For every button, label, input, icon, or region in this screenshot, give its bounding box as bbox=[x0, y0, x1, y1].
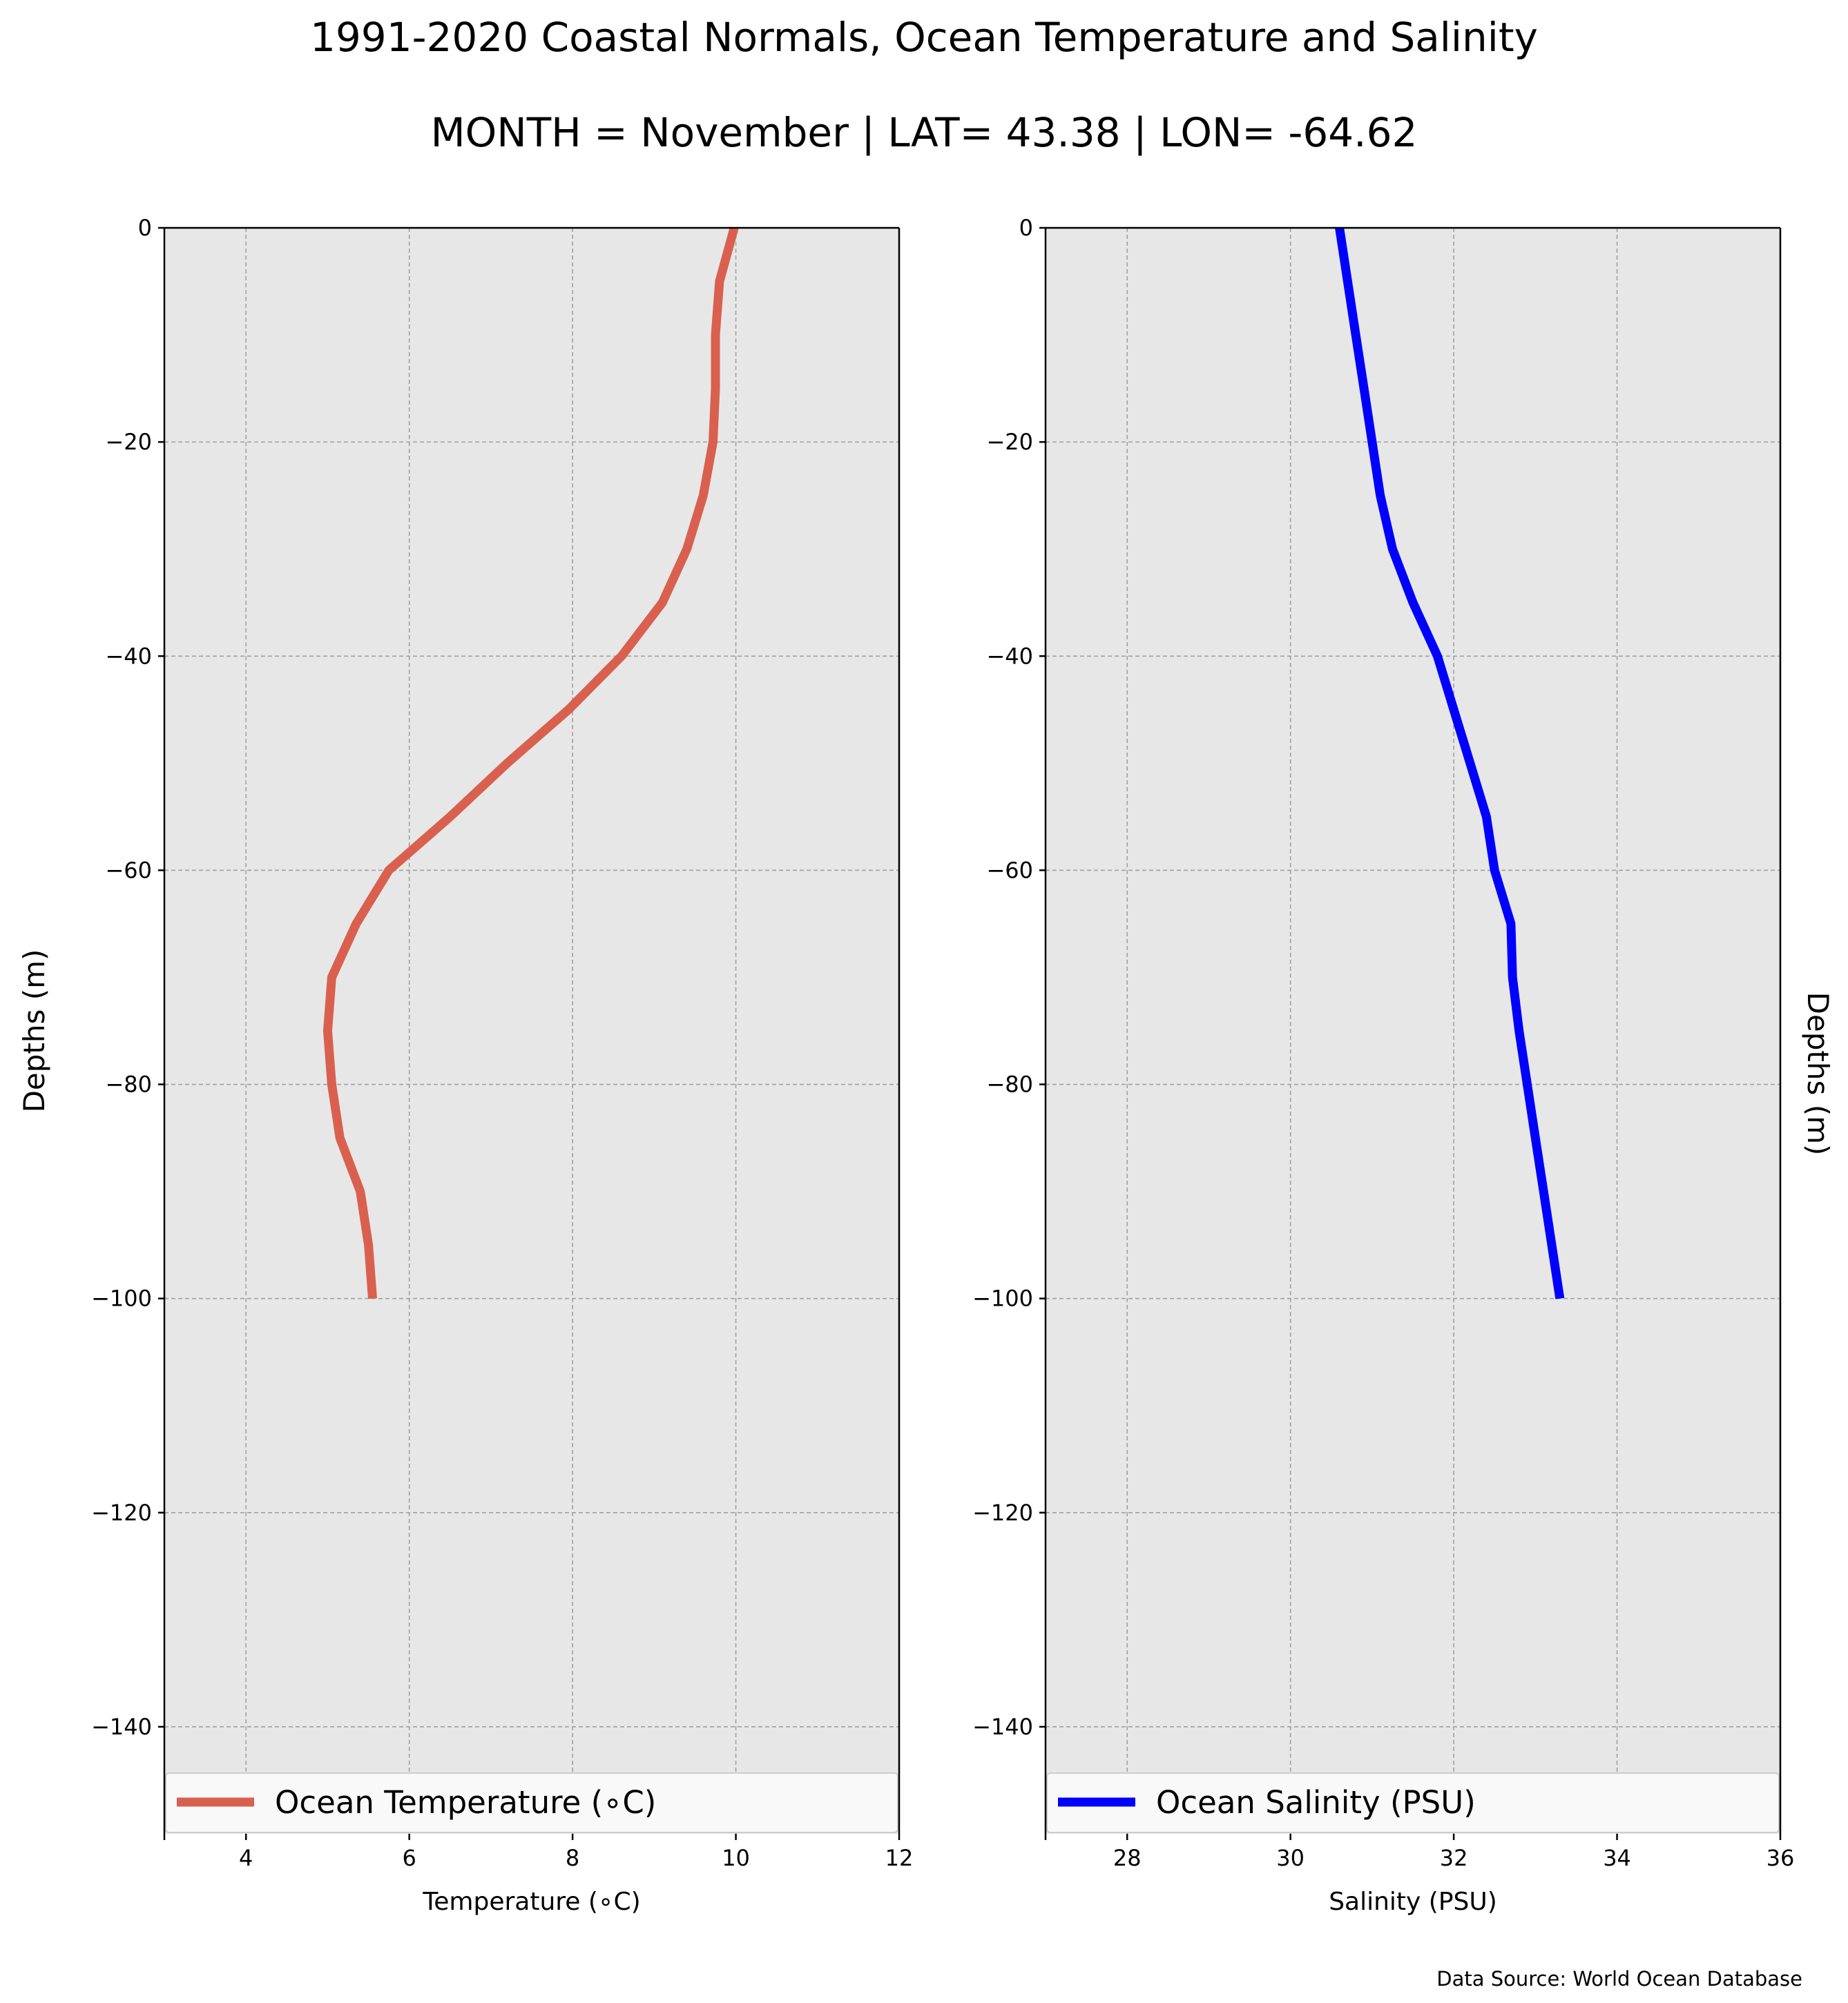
y-tick-label: −60 bbox=[986, 857, 1033, 883]
y-tick-label: −100 bbox=[91, 1286, 152, 1312]
y-tick-label: −20 bbox=[105, 429, 152, 455]
right-y-axis-label: Depths (m) bbox=[1801, 992, 1835, 1156]
x-tick-label: 8 bbox=[566, 1845, 579, 1871]
legend-box bbox=[165, 1772, 898, 1833]
y-tick-label: 0 bbox=[1019, 215, 1033, 241]
x-axis-label: Temperature (∘C) bbox=[422, 1888, 640, 1916]
figure-subtitle: MONTH = November | LAT= 43.38 | LON= -64… bbox=[431, 109, 1418, 156]
plot-background bbox=[164, 228, 899, 1834]
y-tick-label: 0 bbox=[138, 215, 152, 241]
x-tick-label: 10 bbox=[722, 1845, 750, 1871]
legend-label: Ocean Temperature (∘C) bbox=[275, 1784, 656, 1821]
salinity-panel: Ocean Salinity (PSU) 28 30 32 34 36 0 −20 −40 −60… bbox=[972, 215, 1794, 1916]
x-tick-label: 34 bbox=[1603, 1845, 1631, 1871]
legend-label: Ocean Salinity (PSU) bbox=[1156, 1784, 1476, 1821]
temperature-panel: Ocean Temperature (∘C) 4 6 8 10 12 0 −20 −40 −60 −… bbox=[17, 215, 913, 1916]
y-tick-label: −140 bbox=[91, 1714, 152, 1740]
x-tick-label: 6 bbox=[402, 1845, 416, 1871]
plot-background bbox=[1046, 228, 1780, 1834]
x-axis-label: Salinity (PSU) bbox=[1329, 1888, 1497, 1916]
y-tick-label: −80 bbox=[986, 1072, 1033, 1098]
x-tick-label: 32 bbox=[1440, 1845, 1468, 1871]
y-tick-label: −60 bbox=[105, 857, 152, 883]
y-tick-label: −40 bbox=[986, 643, 1033, 669]
figure-title: 1991-2020 Coastal Normals, Ocean Tempera… bbox=[310, 14, 1538, 61]
x-tick-label: 30 bbox=[1276, 1845, 1305, 1871]
y-tick-label: −20 bbox=[986, 429, 1033, 455]
y-tick-label: −80 bbox=[105, 1072, 152, 1098]
x-tick-label: 4 bbox=[239, 1845, 253, 1871]
series-line bbox=[323, 226, 739, 1299]
source-note: Data Source: World Ocean Database bbox=[1436, 1967, 1802, 1991]
y-tick-label: −120 bbox=[91, 1500, 152, 1526]
y-tick-label: −140 bbox=[972, 1714, 1033, 1740]
x-tick-label: 28 bbox=[1113, 1845, 1142, 1871]
series-line bbox=[1335, 227, 1565, 1299]
x-tick-label: 12 bbox=[885, 1845, 914, 1871]
y-axis-label: Depths (m) bbox=[17, 949, 51, 1113]
x-tick-label: 36 bbox=[1767, 1845, 1795, 1871]
y-tick-label: −100 bbox=[972, 1286, 1033, 1312]
y-tick-label: −120 bbox=[972, 1500, 1033, 1526]
legend-box bbox=[1046, 1772, 1780, 1833]
y-tick-label: −40 bbox=[105, 643, 152, 669]
